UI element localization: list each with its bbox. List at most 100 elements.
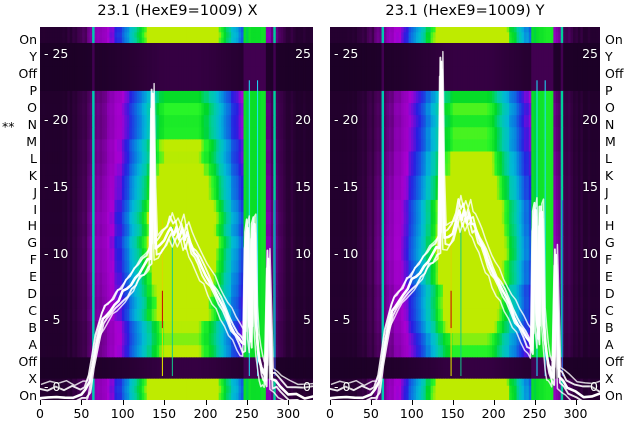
x-tick-label: 150 [152, 406, 177, 421]
category-label: X [605, 371, 614, 386]
inner-y-tick-label-right: 10 [582, 245, 598, 261]
x-tick-mark [81, 400, 83, 405]
category-axis-right: On Y Off P O N M L K J I H G F E D C B A Off X On [600, 27, 640, 403]
inner-y-tick-label-right: 15 [582, 178, 598, 194]
category-label: H [27, 218, 37, 234]
category-label: E [29, 269, 37, 285]
inner-y-tick-label: - 0 [334, 378, 351, 394]
inner-y-tick-label: - 15 [44, 178, 69, 194]
x-tick-label: 100 [110, 406, 135, 421]
category-label: A [28, 337, 37, 353]
inner-y-tick-label-right: 20 [582, 112, 598, 128]
x-axis-right: 0 50 100 150 200 250 300 [326, 400, 600, 434]
category-label: L [605, 150, 612, 166]
x-tick-label: 0 [36, 406, 44, 421]
category-label: K [605, 167, 614, 183]
category-label: F [605, 252, 613, 268]
trace-overlay-right [330, 50, 600, 400]
x-tick-label: 250 [522, 406, 547, 421]
inner-y-tick-label: - 20 [44, 112, 69, 128]
inner-y-tick-label-right: 5 [303, 312, 311, 328]
category-label: K [28, 167, 37, 183]
inner-y-tick-label: - 15 [334, 178, 359, 194]
x-tick-mark [205, 400, 207, 405]
inner-y-tick-label: - 5 [334, 312, 351, 328]
category-label: N [27, 116, 37, 132]
heatmap-image-right [330, 27, 600, 400]
category-label: O [27, 99, 37, 115]
inner-y-tick-label-right: 0 [590, 378, 598, 394]
x-tick-label: 300 [276, 406, 301, 421]
inner-y-tick-label: - 25 [334, 45, 359, 61]
category-axis-left: On Y Off P O N ** M L K J I H G F E D C B A Off X On [0, 27, 40, 401]
category-label: J [33, 184, 37, 200]
category-label: I [605, 201, 609, 217]
inner-y-tick-label-right: 25 [582, 45, 598, 61]
inner-y-tick-label: - 10 [334, 245, 359, 261]
category-label: On [19, 32, 37, 47]
category-label: Off [18, 65, 37, 81]
category-label: L [30, 150, 37, 166]
category-label: G [605, 235, 615, 251]
x-tick-mark [122, 400, 124, 405]
category-label: A [605, 337, 614, 353]
category-label: N [605, 116, 615, 132]
inner-y-tick-label: - 10 [44, 245, 69, 261]
x-tick-label: 150 [440, 406, 465, 421]
trace-overlay-left [40, 82, 313, 400]
x-tick-mark [330, 400, 331, 405]
category-label: F [29, 252, 37, 268]
inner-y-tick-label-right: 0 [303, 378, 311, 394]
x-tick-mark [452, 400, 454, 405]
category-label: E [605, 269, 613, 285]
panel-title-left: 23.1 (HexE9=1009) X [97, 3, 258, 19]
inner-y-tick-label-right: 20 [295, 112, 311, 128]
inner-y-tick-label-right: 10 [295, 245, 311, 261]
category-label: C [605, 303, 614, 319]
heatmap-panel-right[interactable]: - 0 - 5 - 10 - 15 - 20 - 25 0 5 10 15 20 25 [330, 27, 600, 400]
category-label: C [28, 303, 37, 319]
category-label: Off [605, 354, 624, 370]
category-label: M [605, 133, 616, 149]
x-tick-label: 300 [563, 406, 588, 421]
x-tick-label: 200 [481, 406, 506, 421]
category-label: B [28, 320, 37, 336]
category-label: I [33, 201, 37, 217]
category-label: Off [605, 65, 624, 81]
x-axis-left: 0 50 100 150 200 250 300 [36, 400, 313, 434]
x-tick-mark [575, 400, 577, 405]
category-label: M [26, 133, 37, 149]
heatmap-panel-left[interactable]: - 0 - 5 - 10 - 15 - 20 - 25 0 5 10 15 20 25 [40, 27, 313, 400]
x-tick-mark [40, 400, 41, 405]
x-tick-label: 50 [362, 406, 379, 421]
x-tick-mark [411, 400, 413, 405]
x-tick-label: 0 [326, 406, 334, 421]
category-label: H [605, 218, 615, 234]
category-label: G [27, 235, 37, 251]
category-label: P [29, 82, 37, 98]
category-label: Off [18, 354, 37, 370]
star-marker: ** [2, 118, 15, 134]
x-tick-label: 250 [234, 406, 259, 421]
inner-y-tick-label: - 5 [44, 312, 61, 328]
panel-title-right: 23.1 (HexE9=1009) Y [385, 3, 545, 19]
inner-y-tick-label-right: 25 [295, 45, 311, 61]
category-label: J [605, 184, 609, 200]
x-tick-mark [534, 400, 536, 405]
x-tick-mark [288, 400, 290, 405]
x-tick-mark [493, 400, 495, 405]
category-label: B [605, 320, 614, 336]
category-label: O [605, 99, 615, 115]
x-tick-mark [246, 400, 248, 405]
category-label: P [605, 82, 613, 98]
inner-y-tick-label-right: 15 [295, 178, 311, 194]
x-tick-mark [164, 400, 166, 405]
inner-y-tick-label: - 20 [334, 112, 359, 128]
category-label: X [28, 371, 37, 386]
category-label: On [605, 387, 623, 403]
category-label: D [605, 286, 615, 302]
category-label: On [605, 32, 623, 47]
x-tick-label: 50 [73, 406, 90, 421]
inner-y-tick-label-right: 5 [590, 312, 598, 328]
